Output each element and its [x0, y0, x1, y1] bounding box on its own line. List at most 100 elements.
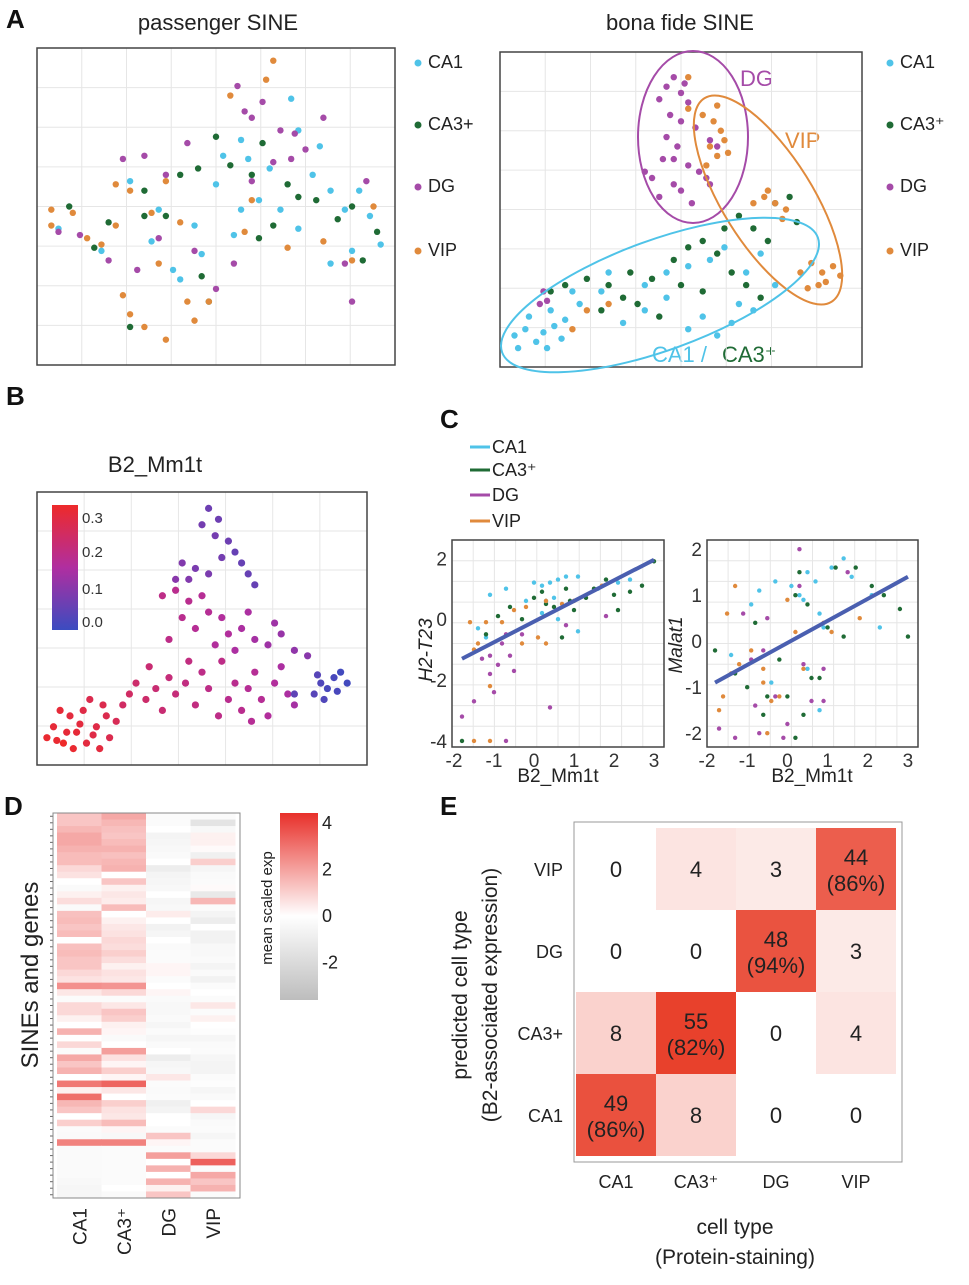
b-point	[244, 570, 252, 578]
b-point	[185, 657, 193, 665]
a-right-point-vip	[761, 193, 768, 201]
d-heatmap-cell	[57, 1021, 102, 1029]
d-heatmap-cell	[190, 1080, 236, 1088]
e-cell-count: 3	[770, 857, 782, 882]
a-right-point-ca3	[750, 225, 757, 232]
d-heatmap-cell	[146, 995, 191, 1003]
d-heatmap-cell	[190, 845, 236, 853]
d-heatmap-cell	[146, 813, 191, 821]
b-point	[172, 586, 180, 594]
c-right-point-dg	[781, 735, 786, 740]
c-left-ylabel: H2-T23	[416, 618, 437, 682]
a-right-point-vip	[782, 206, 790, 213]
b-point	[205, 608, 213, 616]
e-matrix-cell	[816, 992, 896, 1074]
d-heatmap-cell	[101, 1158, 147, 1166]
a-right-point-vip	[764, 187, 772, 194]
d-heatmap-cell	[190, 839, 236, 847]
a-left-point-dg	[259, 98, 266, 106]
e-matrix-cell	[576, 828, 656, 910]
d-heatmap-cell	[146, 963, 191, 971]
legend-a-left-ca1: CA1	[428, 52, 463, 72]
b-point	[63, 728, 71, 736]
a-left-point-dg	[341, 260, 349, 267]
d-heatmap-cell	[57, 995, 102, 1003]
b-point	[205, 570, 213, 578]
d-heatmap-cell	[190, 1158, 236, 1166]
d-heatmap-cell	[101, 1132, 147, 1140]
c-left-regression-line	[461, 558, 655, 661]
c-left-point-ca1	[615, 580, 621, 585]
d-heatmap-cell	[190, 1145, 236, 1153]
d-heatmap-cell	[57, 1041, 102, 1049]
d-column-label: CA3⁺	[115, 1208, 136, 1255]
c-right-xtick: 3	[903, 751, 914, 772]
c-left-point-vip	[471, 738, 477, 744]
d-heatmap-cell	[146, 1028, 191, 1036]
d-heatmap-cell	[57, 1034, 102, 1042]
a-left-point-ca3	[313, 196, 320, 204]
d-heatmap-cell	[146, 1113, 191, 1121]
c-right-point-dg	[773, 694, 778, 699]
d-heatmap-cell	[57, 943, 102, 951]
a-left-point-dg	[230, 260, 238, 267]
d-heatmap-cell	[101, 845, 147, 853]
b-point	[198, 668, 206, 676]
c-left-point-dg	[471, 699, 477, 704]
a-left-point-ca1	[316, 143, 324, 150]
a-left-point-dg	[248, 114, 255, 121]
d-heatmap-cell	[146, 1015, 191, 1023]
b-point	[211, 641, 219, 649]
d-column-label: CA1	[70, 1208, 91, 1245]
c-right-point-vip	[769, 698, 774, 704]
c-right-point-dg	[821, 666, 826, 671]
a-right-point-ca3	[656, 313, 663, 320]
d-heatmap-cell	[57, 930, 102, 938]
a-right-point-vip	[710, 118, 717, 125]
c-left-point-vip	[535, 635, 541, 640]
c-left-point-ca1	[627, 577, 633, 582]
a-right-point-dg	[659, 155, 667, 163]
d-heatmap-cell	[190, 832, 236, 840]
b-point	[271, 679, 279, 687]
e-column-label: CA1	[598, 1172, 633, 1192]
d-heatmap-cell	[101, 878, 147, 886]
d-heatmap-cell	[101, 995, 147, 1003]
d-heatmap-cell	[57, 1158, 102, 1166]
d-heatmap-cell	[57, 1106, 102, 1114]
d-heatmap-cell	[190, 1184, 236, 1192]
d-heatmap-cell	[101, 963, 147, 971]
a-right-point-vip	[685, 74, 692, 81]
d-heatmap-cell	[57, 832, 102, 840]
c-left-point-vip	[487, 683, 493, 689]
d-heatmap-cell	[146, 917, 191, 925]
d-heatmap-cell	[57, 1139, 102, 1147]
c-right-point-ca3	[793, 735, 798, 740]
c-left-ytick: 2	[436, 549, 447, 570]
d-heatmap-cell	[57, 878, 102, 886]
annotation-dg: DG	[740, 66, 773, 91]
c-left-point-vip	[483, 619, 489, 625]
a-right-point-ca3	[699, 288, 706, 295]
d-heatmap-cell	[190, 1002, 236, 1010]
c-right-point-vip	[749, 648, 754, 653]
c-right-point-ca3	[825, 625, 830, 630]
c-left-point-vip	[543, 598, 549, 604]
e-cell-count: 0	[690, 939, 702, 964]
c-right-point-ca3	[761, 712, 766, 717]
e-matrix-cell	[816, 828, 896, 910]
d-heatmap-cell	[146, 1087, 191, 1095]
d-heatmap-cell	[57, 897, 102, 905]
a-right-point-dg	[714, 143, 721, 150]
c-right-point-vip	[793, 629, 798, 635]
a-right-point-ca3	[757, 294, 764, 301]
a-right-point-vip	[583, 307, 591, 314]
a-left-point-dg	[155, 235, 162, 242]
a-left-point-ca3	[177, 171, 184, 178]
c-left-point-ca1	[539, 583, 545, 588]
e-cell-count: 0	[770, 1021, 782, 1046]
d-heatmap-cell	[146, 871, 191, 879]
legend-a-left-ca3: CA3+	[428, 114, 474, 134]
e-cell-percent: (82%)	[667, 1035, 726, 1060]
c-right-point-ca3	[881, 593, 887, 598]
